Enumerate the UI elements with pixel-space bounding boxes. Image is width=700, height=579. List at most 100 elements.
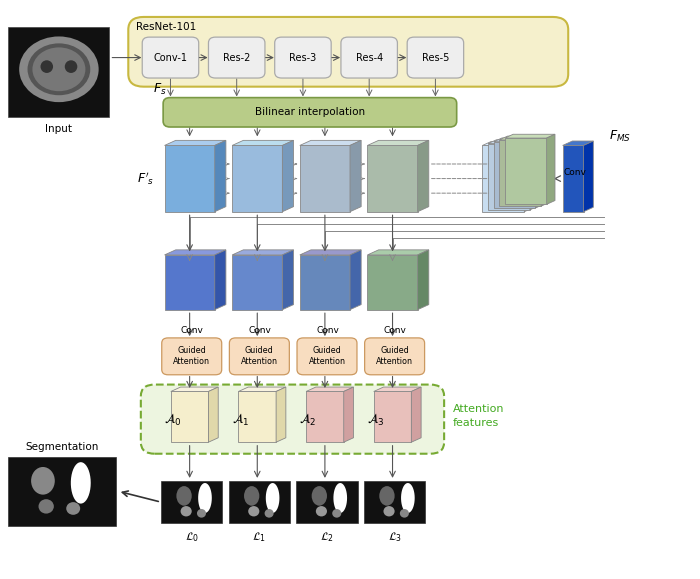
Circle shape [19,36,99,102]
Polygon shape [584,141,594,212]
Polygon shape [306,387,354,391]
Ellipse shape [197,509,206,518]
Ellipse shape [181,506,192,516]
Bar [229,481,290,523]
Ellipse shape [38,499,54,514]
Polygon shape [350,250,361,310]
Text: Guided
Attention: Guided Attention [173,346,210,367]
Bar [8,27,109,116]
Bar [8,457,116,526]
Polygon shape [239,387,286,391]
Polygon shape [494,138,544,142]
Text: $\mathcal{L}_3$: $\mathcal{L}_3$ [388,530,402,544]
Text: $F_{MS}$: $F_{MS}$ [610,129,631,144]
Bar [364,481,426,523]
Ellipse shape [332,509,342,518]
FancyBboxPatch shape [407,37,463,78]
Polygon shape [488,140,538,144]
FancyBboxPatch shape [162,338,222,375]
FancyBboxPatch shape [365,338,425,375]
Polygon shape [505,138,547,204]
Ellipse shape [312,486,327,505]
Text: ResNet-101: ResNet-101 [136,21,196,32]
Text: $\mathcal{L}_0$: $\mathcal{L}_0$ [185,530,199,544]
Text: Guided
Attention: Guided Attention [309,346,346,367]
Ellipse shape [65,60,77,73]
Text: $\mathcal{A}_1$: $\mathcal{A}_1$ [232,412,249,428]
Polygon shape [232,145,282,212]
FancyBboxPatch shape [163,98,456,127]
Polygon shape [505,134,555,138]
Text: Bilinear interpolation: Bilinear interpolation [255,107,365,118]
Polygon shape [215,140,226,212]
Polygon shape [541,136,550,206]
Polygon shape [171,391,209,442]
Polygon shape [344,387,354,442]
Text: Res-2: Res-2 [223,53,251,63]
Polygon shape [215,250,226,310]
Text: Res-4: Res-4 [356,53,383,63]
Text: Conv: Conv [384,326,407,335]
Ellipse shape [176,486,192,505]
Polygon shape [368,250,429,255]
Text: Conv: Conv [564,168,586,177]
Ellipse shape [400,509,409,518]
Text: Res-5: Res-5 [421,53,449,63]
Polygon shape [488,144,530,210]
Text: Conv-1: Conv-1 [153,53,188,63]
Text: Guided
Attention: Guided Attention [376,346,413,367]
Polygon shape [276,387,286,442]
Text: Guided
Attention: Guided Attention [241,346,278,367]
FancyBboxPatch shape [230,338,289,375]
Circle shape [27,43,90,95]
Polygon shape [368,255,418,310]
Polygon shape [300,250,361,255]
Polygon shape [482,145,524,212]
Text: $\mathcal{A}_2$: $\mathcal{A}_2$ [300,412,317,428]
Text: $\mathcal{L}_2$: $\mathcal{L}_2$ [320,530,334,544]
Ellipse shape [31,467,55,494]
Text: $\mathcal{L}_1$: $\mathcal{L}_1$ [252,530,267,544]
Polygon shape [300,255,350,310]
Ellipse shape [379,486,395,505]
Polygon shape [499,136,550,140]
Bar [161,481,223,523]
FancyBboxPatch shape [141,384,444,454]
Ellipse shape [316,506,327,516]
Polygon shape [164,145,215,212]
Ellipse shape [384,506,395,516]
Polygon shape [282,250,293,310]
Polygon shape [71,462,91,504]
Ellipse shape [265,509,274,518]
FancyBboxPatch shape [142,37,199,78]
Polygon shape [333,483,347,513]
Polygon shape [536,138,544,208]
Polygon shape [350,140,361,212]
Polygon shape [306,391,344,442]
Polygon shape [482,142,533,145]
Polygon shape [418,140,429,212]
Polygon shape [418,250,429,310]
Bar [296,481,358,523]
Polygon shape [374,387,421,391]
Text: $\mathcal{A}_0$: $\mathcal{A}_0$ [164,412,182,428]
Polygon shape [239,391,276,442]
Polygon shape [164,140,226,145]
Polygon shape [232,250,293,255]
Text: Conv: Conv [316,326,339,335]
Polygon shape [499,140,541,206]
Ellipse shape [244,486,260,505]
Polygon shape [164,250,226,255]
Polygon shape [209,387,218,442]
Ellipse shape [248,506,260,516]
Polygon shape [412,387,421,442]
Polygon shape [198,483,212,513]
Polygon shape [300,140,361,145]
Ellipse shape [66,502,80,515]
Polygon shape [282,140,293,212]
FancyBboxPatch shape [274,37,331,78]
Text: $\mathcal{A}_3$: $\mathcal{A}_3$ [367,412,384,428]
Polygon shape [164,255,215,310]
Polygon shape [374,391,412,442]
Text: $F'_s$: $F'_s$ [137,170,155,187]
